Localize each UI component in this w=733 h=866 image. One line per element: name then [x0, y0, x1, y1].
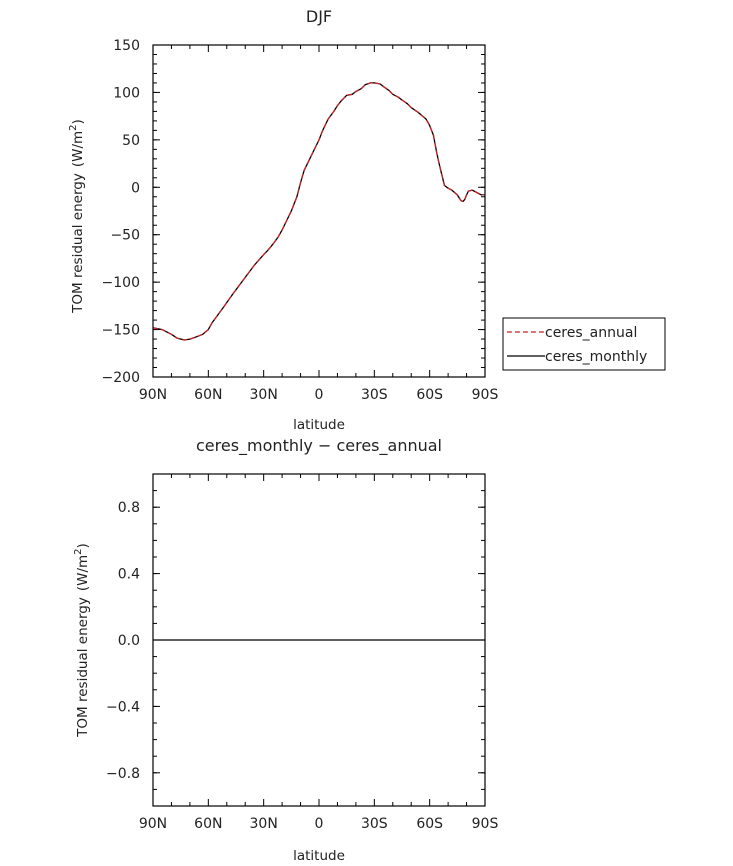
x-tick-label: 0 — [315, 816, 324, 832]
top-chart-title: DJF — [306, 7, 332, 26]
bottom-y-axis-label: TOM residual energy (W/m2) — [73, 543, 91, 738]
x-tick-label: 90S — [472, 387, 499, 403]
x-tick-label: 60N — [194, 387, 222, 403]
bottom-x-axis-label: latitude — [293, 848, 345, 864]
top-y-tick-labels: 150 100 50 0 −50 −100 −150 −200 — [102, 38, 140, 386]
y-tick-label: 150 — [113, 38, 140, 54]
y-tick-label: 0.4 — [118, 567, 140, 583]
bottom-chart-title: ceres_monthly − ceres_annual — [196, 436, 442, 456]
y-tick-label: 0.0 — [118, 633, 140, 649]
top-y-axis-label-text: TOM residual energy — [70, 173, 86, 314]
legend-label-ceres-monthly: ceres_monthly — [545, 349, 647, 365]
y-tick-label: −0.8 — [106, 766, 140, 782]
top-y-axis-unit-close: ) — [70, 119, 86, 124]
bottom-y-tick-labels: 0.8 0.4 0.0 −0.4 −0.8 — [106, 500, 140, 782]
x-tick-label: 30N — [250, 387, 278, 403]
legend: ceres_annual ceres_monthly — [502, 317, 666, 371]
top-series-group — [152, 82, 485, 341]
x-tick-label: 90S — [472, 816, 499, 832]
bottom-y-axis-unit-close: ) — [75, 543, 91, 548]
bottom-y-axis-label-text: TOM residual energy — [75, 597, 91, 738]
top-y-axis-unit-sup: 2 — [68, 124, 79, 130]
x-tick-label: 90N — [139, 387, 167, 403]
x-tick-label: 60N — [194, 816, 222, 832]
bottom-panel: ceres_monthly − ceres_annual 0.8 0.4 0.0 −0… — [73, 436, 498, 864]
x-tick-label: 0 — [315, 387, 324, 403]
bottom-y-axis-unit: (W/m — [75, 555, 91, 591]
x-tick-label: 30N — [250, 816, 278, 832]
top-ticks — [152, 44, 486, 378]
y-tick-label: −200 — [102, 370, 140, 386]
x-tick-label: 60S — [416, 387, 443, 403]
x-tick-label: 30S — [361, 387, 388, 403]
y-tick-label: −50 — [110, 228, 140, 244]
x-tick-label: 30S — [361, 816, 388, 832]
top-y-axis-label: TOM residual energy (W/m2) — [68, 119, 86, 314]
bottom-y-axis-unit-sup: 2 — [73, 548, 84, 554]
y-tick-label: −0.4 — [106, 699, 140, 715]
legend-box — [502, 317, 666, 371]
x-tick-label: 90N — [139, 816, 167, 832]
top-y-axis-unit: (W/m — [70, 131, 86, 167]
y-tick-label: −100 — [102, 275, 140, 291]
x-tick-label: 60S — [416, 816, 443, 832]
legend-label-ceres-annual: ceres_annual — [545, 325, 637, 341]
series-line-ceres-annual — [152, 82, 485, 341]
y-tick-label: 0 — [131, 180, 140, 196]
top-panel: DJF 150 100 50 0 −50 −100 −150 −200 90N 60N 30N 0 3… — [68, 7, 498, 433]
bottom-plot-frame — [152, 473, 486, 807]
y-tick-label: 0.8 — [118, 500, 140, 516]
top-plot-frame — [152, 44, 486, 378]
y-tick-label: 50 — [122, 133, 140, 149]
bottom-x-tick-labels: 90N 60N 30N 0 30S 60S 90S — [139, 816, 499, 832]
y-tick-label: 100 — [113, 85, 140, 101]
top-x-axis-label: latitude — [293, 417, 345, 433]
y-tick-label: −150 — [102, 323, 140, 339]
top-x-tick-labels: 90N 60N 30N 0 30S 60S 90S — [139, 387, 499, 403]
series-line-ceres-monthly — [152, 82, 485, 341]
